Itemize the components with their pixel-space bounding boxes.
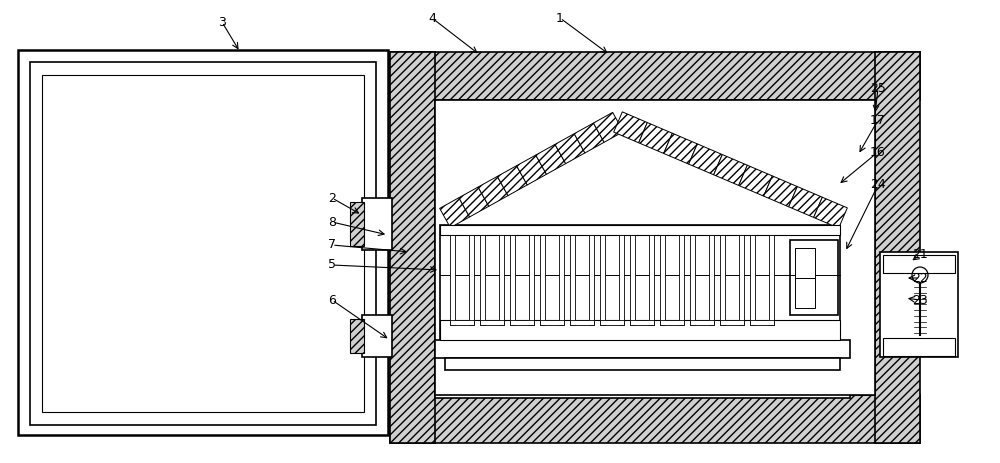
- Bar: [499, 235, 504, 325]
- Text: 25: 25: [870, 81, 886, 94]
- Bar: [18, 50, 388, 435]
- Bar: [795, 278, 815, 308]
- Polygon shape: [814, 197, 847, 228]
- Bar: [440, 225, 840, 340]
- Bar: [589, 235, 594, 325]
- Bar: [570, 320, 594, 325]
- Bar: [42, 75, 364, 412]
- Bar: [720, 320, 744, 325]
- Bar: [450, 320, 474, 325]
- Polygon shape: [574, 123, 604, 153]
- Bar: [883, 255, 955, 273]
- Polygon shape: [459, 187, 489, 217]
- Bar: [435, 100, 875, 395]
- Text: 21: 21: [912, 249, 928, 262]
- Bar: [630, 320, 654, 325]
- Bar: [720, 235, 725, 325]
- Polygon shape: [555, 134, 585, 163]
- Bar: [440, 225, 840, 235]
- Bar: [690, 235, 695, 325]
- Polygon shape: [689, 144, 722, 175]
- Bar: [619, 235, 624, 325]
- Polygon shape: [639, 123, 672, 153]
- Text: 1: 1: [556, 12, 564, 25]
- Text: 17: 17: [870, 113, 886, 126]
- Bar: [790, 240, 838, 315]
- Text: 3: 3: [218, 15, 226, 29]
- Bar: [390, 52, 920, 100]
- Bar: [469, 235, 474, 325]
- Bar: [600, 320, 624, 325]
- Text: 23: 23: [912, 294, 928, 307]
- Bar: [600, 235, 605, 325]
- Text: 2: 2: [328, 192, 336, 205]
- Bar: [480, 320, 504, 325]
- Bar: [529, 235, 534, 325]
- Bar: [435, 370, 850, 398]
- Bar: [880, 252, 958, 357]
- Bar: [559, 235, 564, 325]
- Text: 22: 22: [912, 271, 928, 284]
- Text: 6: 6: [328, 294, 336, 307]
- Bar: [660, 235, 665, 325]
- Polygon shape: [664, 133, 697, 164]
- Bar: [709, 235, 714, 325]
- Bar: [679, 235, 684, 325]
- Bar: [540, 235, 545, 325]
- Bar: [510, 320, 534, 325]
- Bar: [390, 395, 920, 443]
- Bar: [690, 320, 714, 325]
- Bar: [739, 235, 744, 325]
- Bar: [362, 315, 392, 357]
- Bar: [440, 320, 840, 340]
- Polygon shape: [517, 155, 546, 185]
- Text: 5: 5: [328, 258, 336, 271]
- Bar: [795, 248, 815, 278]
- Bar: [480, 235, 485, 325]
- Polygon shape: [536, 144, 566, 174]
- Bar: [445, 358, 840, 370]
- Bar: [362, 198, 392, 250]
- Bar: [540, 320, 564, 325]
- Bar: [435, 340, 850, 358]
- Bar: [450, 235, 455, 325]
- Bar: [649, 235, 654, 325]
- Bar: [769, 235, 774, 325]
- Polygon shape: [440, 198, 470, 228]
- Bar: [350, 202, 364, 246]
- Polygon shape: [478, 176, 508, 206]
- Polygon shape: [714, 155, 747, 186]
- Polygon shape: [497, 166, 527, 196]
- Text: 7: 7: [328, 238, 336, 251]
- Text: 24: 24: [870, 179, 886, 192]
- Polygon shape: [614, 112, 647, 143]
- Bar: [750, 320, 774, 325]
- Bar: [350, 319, 364, 353]
- Text: 4: 4: [428, 12, 436, 25]
- Polygon shape: [739, 165, 772, 196]
- Bar: [883, 338, 955, 356]
- Polygon shape: [789, 187, 822, 218]
- Bar: [30, 62, 376, 425]
- Polygon shape: [593, 113, 623, 142]
- Bar: [570, 235, 575, 325]
- Polygon shape: [764, 176, 797, 207]
- Bar: [750, 235, 755, 325]
- Text: 8: 8: [328, 215, 336, 229]
- Bar: [390, 52, 435, 443]
- Bar: [660, 320, 684, 325]
- Bar: [630, 235, 635, 325]
- Text: 16: 16: [870, 145, 886, 158]
- Bar: [510, 235, 515, 325]
- Bar: [875, 52, 920, 443]
